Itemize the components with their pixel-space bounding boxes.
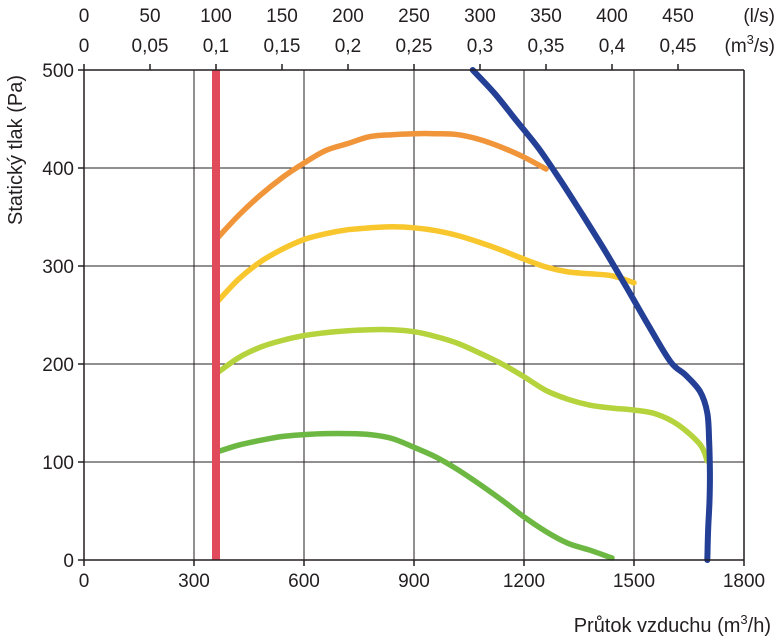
x-tick-label: 600 <box>288 571 320 592</box>
top-ls-tick-label: 150 <box>266 6 298 27</box>
top-ls-tick-label: 300 <box>464 6 496 27</box>
top-m3s-tick-label: 0,2 <box>335 36 361 57</box>
y-tick-label: 200 <box>42 355 74 376</box>
top-axis-m3s-unit-text: (m <box>725 36 747 57</box>
y-axis-title: Statický tlak (Pa) <box>5 75 27 225</box>
series-line-blue-system-curve <box>469 67 713 563</box>
series-line-green-curve <box>213 430 615 561</box>
y-tick-label: 100 <box>42 453 74 474</box>
x-axis-title-end: /h) <box>748 615 771 637</box>
x-tick-label: 300 <box>178 571 210 592</box>
series-line-orange-curve <box>213 130 549 243</box>
top-ls-tick-label: 200 <box>332 6 364 27</box>
top-ls-tick-label: 0 <box>79 6 90 27</box>
top-axis-ls-unit: (l/s) <box>743 6 775 27</box>
top-m3s-tick-label: 0,4 <box>599 36 626 57</box>
top-ls-tick-label: 100 <box>200 6 232 27</box>
top-m3s-tick-label: 0,3 <box>467 36 493 57</box>
x-tick-label: 900 <box>398 571 430 592</box>
axes <box>78 64 745 566</box>
top-axis-m3s-unit-sup: 3 <box>747 32 754 47</box>
x-axis-title-sup: 3 <box>740 612 747 627</box>
series-line-light-green-curve <box>213 326 711 464</box>
x-axis-title-text: Průtok vzduchu (m <box>574 615 741 637</box>
y-tick-label: 300 <box>42 257 74 278</box>
top-ls-tick-label: 50 <box>139 6 160 27</box>
top-ls-tick-label: 350 <box>530 6 562 27</box>
series-line-yellow-curve <box>213 224 637 306</box>
top-ls-tick-label: 250 <box>398 6 430 27</box>
top-ls-tick-label: 450 <box>662 6 694 27</box>
x-tick-label: 1800 <box>723 571 765 592</box>
top-m3s-tick-label: 0,1 <box>203 36 229 57</box>
x-tick-label: 0 <box>79 571 90 592</box>
grid <box>84 70 744 560</box>
top-axis-m3s-unit: (m3/s) <box>725 32 776 57</box>
top-m3s-tick-label: 0,35 <box>528 36 565 57</box>
top-m3s-tick-label: 0,05 <box>132 36 169 57</box>
top-axis-m3s-unit-end: /s) <box>754 36 775 57</box>
x-axis-title: Průtok vzduchu (m3/h) <box>574 612 771 637</box>
series-layer <box>212 67 713 563</box>
top-m3s-tick-label: 0,15 <box>264 36 301 57</box>
x-tick-label: 1500 <box>613 571 655 592</box>
y-tick-label: 0 <box>63 551 74 572</box>
y-tick-label: 500 <box>42 61 74 82</box>
x-tick-label: 1200 <box>503 571 545 592</box>
top-ls-tick-label: 400 <box>596 6 628 27</box>
y-tick-label: 400 <box>42 159 74 180</box>
top-m3s-tick-label: 0,25 <box>396 36 433 57</box>
top-m3s-tick-label: 0 <box>79 36 90 57</box>
top-m3s-tick-label: 0,45 <box>660 36 697 57</box>
